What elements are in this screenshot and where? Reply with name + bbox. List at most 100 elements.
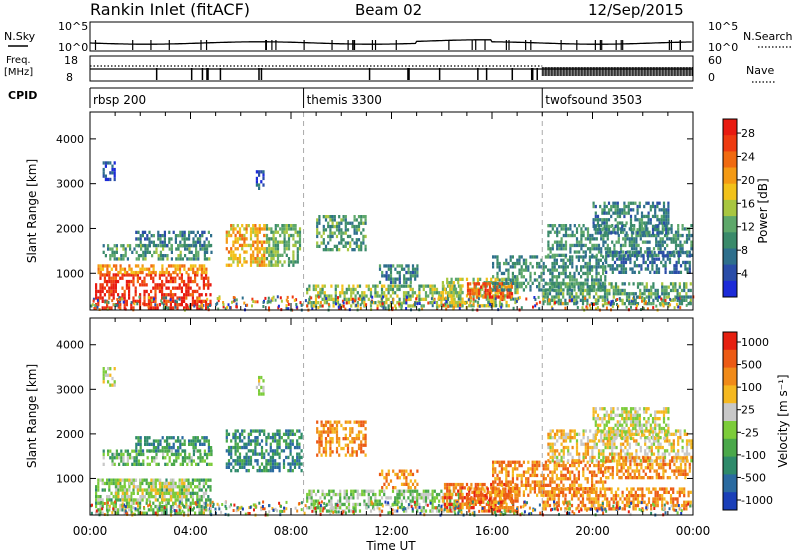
range-cell	[150, 289, 153, 294]
range-cell	[156, 488, 160, 492]
range-cell	[170, 257, 173, 261]
range-cell	[198, 286, 201, 290]
range-cell	[625, 221, 628, 225]
range-cell	[610, 302, 613, 306]
range-cell	[688, 254, 691, 258]
range-cell	[494, 277, 497, 281]
range-cell	[570, 282, 574, 286]
range-cell	[161, 234, 164, 238]
range-cell	[131, 449, 134, 453]
range-cell	[582, 230, 585, 234]
range-cell	[438, 509, 441, 513]
range-cell	[183, 234, 186, 238]
range-cell	[104, 370, 107, 374]
range-cell	[644, 227, 647, 231]
range-cell	[139, 439, 142, 443]
range-cell	[203, 449, 206, 453]
range-cell	[441, 284, 444, 288]
range-cell	[648, 240, 651, 244]
range-cell	[667, 218, 670, 222]
range-cell	[113, 380, 116, 384]
range-cell	[625, 231, 628, 235]
range-cell	[258, 263, 261, 267]
range-cell	[281, 227, 284, 231]
range-cell	[99, 495, 102, 499]
range-cell	[139, 436, 142, 440]
range-cell	[181, 462, 184, 466]
range-cell	[268, 237, 271, 241]
range-cell	[610, 204, 613, 209]
range-cell	[128, 286, 131, 290]
range-cell	[191, 498, 194, 502]
range-cell	[473, 285, 476, 289]
range-cell	[113, 250, 116, 254]
range-cell	[500, 305, 503, 309]
range-cell	[238, 445, 242, 450]
range-cell	[345, 496, 348, 500]
range-cell	[405, 499, 408, 503]
range-cell	[424, 496, 428, 500]
range-cell	[367, 496, 370, 500]
range-cell	[581, 282, 585, 286]
range-cell	[627, 201, 630, 205]
range-cell	[644, 260, 647, 265]
range-cell	[140, 244, 143, 248]
range-cell	[183, 306, 186, 310]
range-cell	[666, 250, 669, 255]
range-cell	[353, 215, 356, 219]
range-cell	[161, 449, 164, 453]
range-cell	[156, 286, 159, 290]
range-cell	[192, 452, 195, 457]
range-cell	[291, 429, 294, 433]
range-cell	[101, 273, 104, 277]
range-cell	[201, 303, 204, 307]
range-cell	[179, 240, 182, 244]
range-cell	[682, 250, 685, 255]
range-cell	[300, 469, 303, 473]
range-cell	[141, 449, 144, 453]
range-cell	[329, 224, 332, 229]
range-cell	[605, 218, 608, 222]
range-cell	[677, 227, 680, 231]
range-cell	[134, 286, 137, 290]
range-cell	[453, 297, 456, 301]
range-cell	[147, 481, 150, 486]
range-cell	[476, 277, 480, 281]
range-cell	[289, 469, 292, 473]
range-cell	[596, 231, 600, 235]
range-cell	[330, 499, 333, 503]
cpid-segments: rbsp 200 themis 3300 twofsound 3503	[89, 88, 642, 108]
range-cell	[241, 465, 244, 469]
range-cell	[201, 305, 204, 309]
range-cell	[254, 257, 257, 261]
range-cell	[130, 267, 133, 271]
range-cell	[124, 449, 127, 453]
range-cell	[192, 270, 195, 275]
range-cell	[141, 478, 144, 482]
range-cell	[308, 489, 311, 493]
range-cell	[649, 221, 652, 225]
range-cell	[203, 230, 206, 234]
range-cell	[511, 281, 514, 285]
range-cell	[155, 446, 158, 450]
range-cell	[540, 278, 543, 282]
range-cell	[498, 278, 501, 282]
range-cell	[189, 293, 192, 297]
range-cell	[624, 224, 627, 228]
range-cell	[247, 224, 250, 228]
range-cell	[514, 277, 517, 281]
range-cell	[551, 227, 554, 231]
range-cell	[472, 297, 475, 301]
range-cell	[635, 230, 638, 234]
range-cell	[137, 439, 140, 443]
range-cell	[191, 279, 194, 284]
range-cell	[690, 240, 693, 244]
range-cell	[99, 273, 102, 277]
range-cell	[298, 462, 301, 466]
range-cell	[396, 277, 399, 281]
range-cell	[407, 496, 410, 500]
range-cell	[592, 204, 595, 209]
range-cell	[155, 456, 158, 460]
range-cell	[533, 255, 536, 259]
range-cell	[597, 298, 600, 302]
